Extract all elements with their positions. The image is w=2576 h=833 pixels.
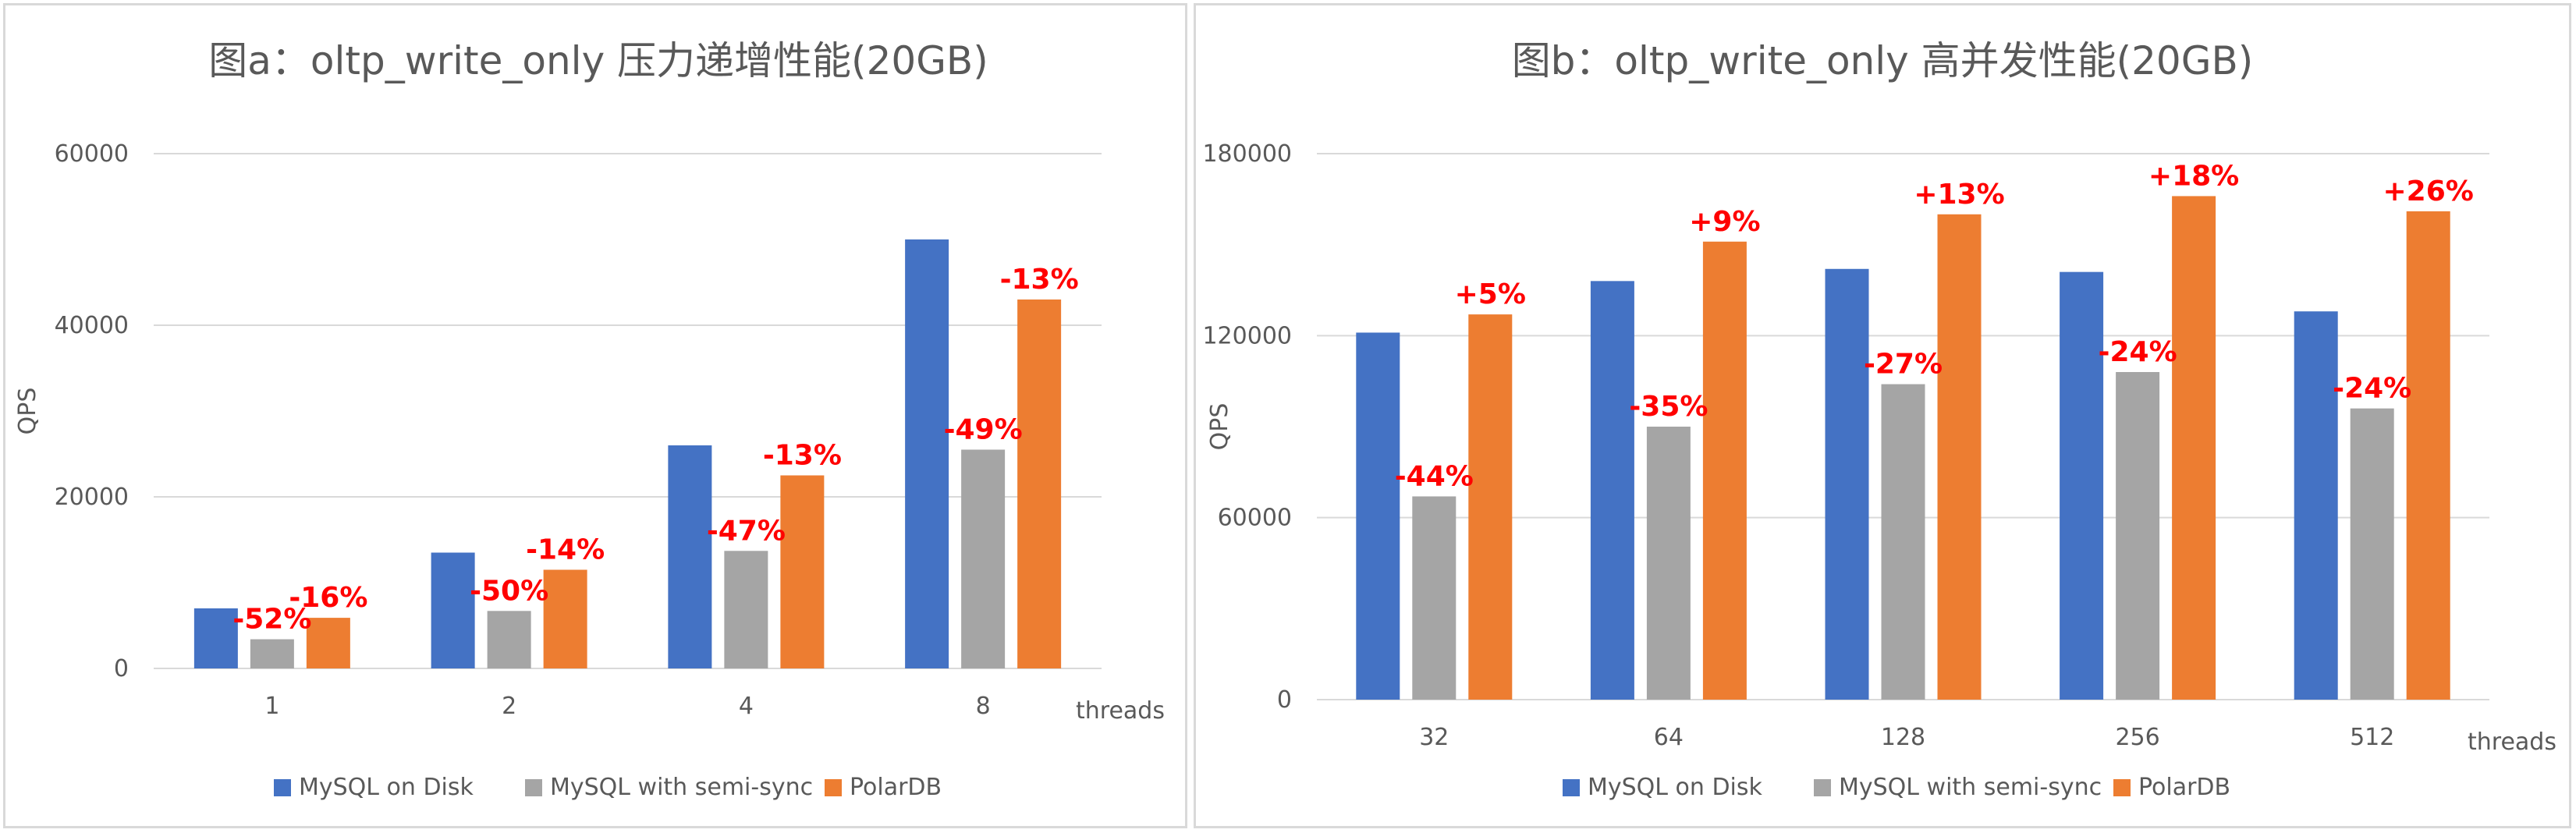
bar [1468,314,1513,700]
bar [1590,281,1634,700]
bar [2406,211,2450,700]
legend-label: MySQL with semi-sync [550,774,813,801]
data-label: -49% [944,414,1023,446]
y-tick-label: 0 [114,655,129,682]
x-axis-label: threads [1076,697,1165,725]
data-label: -35% [1629,391,1708,423]
bar [724,551,768,668]
x-tick-label: 128 [1881,724,1925,751]
legend-swatch [525,779,542,796]
bar [431,552,475,668]
chart-b-svg: 图b：oltp_write_only 高并发性能(20GB) 0 60000 1200… [1202,38,2556,801]
data-label: +9% [1689,206,1760,238]
bar [668,445,712,668]
x-tick-label: 512 [2350,724,2394,751]
chart-panel-a: 图a：oltp_write_only 压力递增性能(20GB) 0 20000 400… [3,3,1187,828]
chart-title: 图b：oltp_write_only 高并发性能(20GB) [1512,38,2254,83]
data-label: -14% [526,534,605,566]
data-label: -50% [470,575,548,607]
data-label: -24% [2099,336,2177,368]
chart-a-svg: 图a：oltp_write_only 压力递增性能(20GB) 0 20000 400… [14,38,1165,801]
legend-swatch [274,779,291,796]
x-tick-label: 4 [739,693,754,720]
bar [250,639,294,668]
x-tick-label: 64 [1654,724,1684,751]
x-tick-label: 2 [502,693,516,720]
data-label: -27% [1864,349,1943,381]
bar [961,449,1006,668]
legend-label: MySQL with semi-sync [1839,774,2102,801]
legend-label: MySQL on Disk [1588,774,1763,801]
bar [487,611,531,668]
bar [543,569,587,668]
bar [2294,311,2338,700]
data-label: -24% [2333,373,2411,405]
bar [1881,384,1925,700]
legend-swatch [2113,779,2131,796]
y-tick-label: 40000 [55,312,129,339]
chart-title: 图a：oltp_write_only 压力递增性能(20GB) [208,38,988,83]
bar [1017,300,1062,668]
y-tick-label: 60000 [55,140,129,168]
data-label: +18% [2148,160,2239,192]
bar [2350,408,2394,700]
data-label: -13% [1000,264,1079,296]
bar [1937,214,1982,700]
y-tick-label: 120000 [1202,322,1292,349]
data-label: -47% [707,515,786,547]
data-label: -13% [763,440,842,472]
bar [306,618,350,668]
chart-panel-b: 图b：oltp_write_only 高并发性能(20GB) 0 60000 1200… [1194,3,2571,828]
bar [1702,241,1747,700]
bar [1646,427,1691,700]
bar [2172,196,2216,700]
y-axis-label: QPS [14,388,41,435]
bar [905,239,949,668]
legend-label: PolarDB [850,774,942,801]
data-label: -52% [232,604,311,636]
legend-swatch [1814,779,1831,796]
y-tick-label: 180000 [1202,140,1292,168]
bar [780,475,825,668]
bar [193,608,238,668]
x-tick-label: 1 [264,693,279,720]
y-tick-label: 60000 [1218,505,1292,532]
bar [1412,496,1457,700]
legend-label: MySQL on Disk [299,774,474,801]
y-tick-label: 0 [1277,686,1292,714]
data-label: -16% [289,582,367,614]
data-label: +5% [1455,278,1526,310]
data-label: +13% [1914,179,2004,211]
bar [1825,268,1869,700]
x-tick-label: 32 [1419,724,1449,751]
bar [1356,332,1400,700]
y-axis-label: QPS [1206,403,1233,451]
legend-swatch [825,779,842,796]
legend-label: PolarDB [2138,774,2230,801]
y-tick-label: 20000 [55,484,129,511]
legend-swatch [1563,779,1580,796]
x-axis-label: threads [2468,728,2556,756]
data-label: -44% [1395,460,1474,492]
bar [2116,372,2160,700]
bar [2060,271,2104,700]
x-tick-label: 256 [2115,724,2159,751]
data-label: +26% [2383,175,2474,207]
x-tick-label: 8 [976,693,991,720]
